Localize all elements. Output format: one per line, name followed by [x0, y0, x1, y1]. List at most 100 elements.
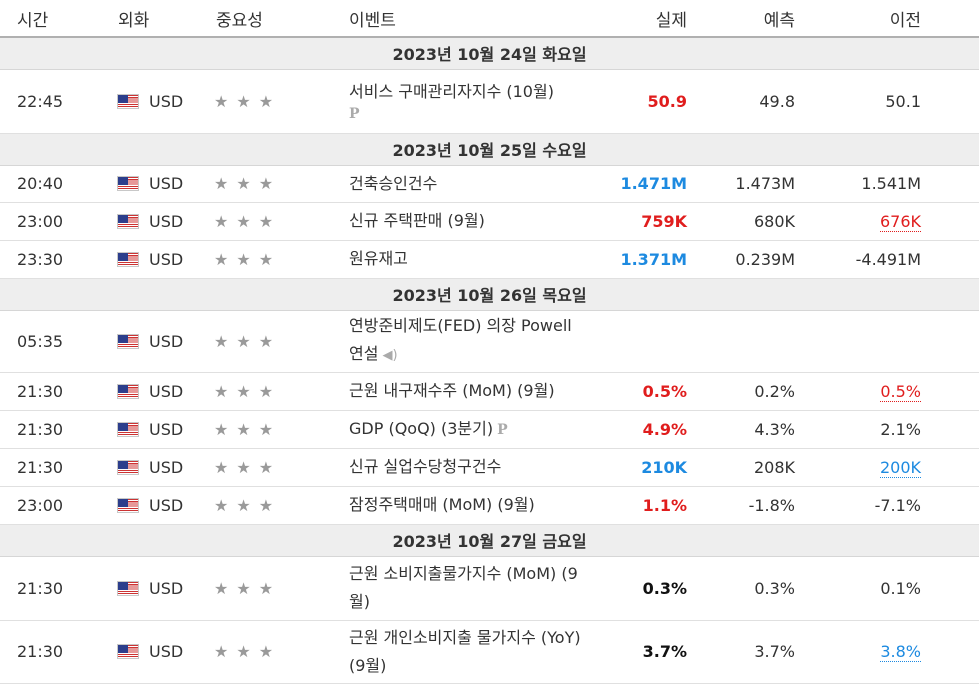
previous-value: 200K: [795, 448, 921, 487]
event-name-text[interactable]: 신규 실업수당청구건수: [349, 457, 502, 476]
row-spacer: [921, 240, 979, 279]
forecast-value: -1.8%: [695, 486, 795, 525]
event-name-text[interactable]: 서비스 구매관리자지수 (10월): [349, 82, 554, 101]
event-name-text[interactable]: 근원 개인소비지출 물가지수 (YoY) (9월): [349, 627, 581, 675]
importance-stars-icon: ★★★: [200, 202, 333, 241]
event-name[interactable]: GDP (QoQ) (3분기) 𝐏: [333, 410, 595, 449]
header-time: 시간: [0, 0, 100, 38]
event-row[interactable]: 21:30 USD ★★★ 근원 개인소비지출 물가지수 (YoY) (9월) 3.7%…: [0, 620, 979, 684]
header-currency: 외화: [100, 0, 200, 38]
event-row[interactable]: 20:40 USD ★★★ 건축승인건수 1.471M 1.473M 1.541M: [0, 165, 979, 203]
forecast-value: 680K: [695, 202, 795, 241]
event-time: 21:30: [0, 372, 100, 411]
event-name-text[interactable]: 근원 내구재수주 (MoM) (9월): [349, 381, 555, 400]
us-flag-icon: [117, 580, 139, 596]
event-name-text[interactable]: 연방준비제도(FED) 의장 Powell 연설: [349, 316, 572, 363]
currency-code: USD: [149, 419, 184, 439]
event-name[interactable]: 신규 실업수당청구건수: [333, 448, 595, 487]
actual-value-text: 50.9: [647, 91, 687, 111]
day-header-row: 2023년 10월 25일 수요일: [0, 133, 979, 166]
actual-value: 1.371M: [595, 240, 695, 279]
event-time: 21:30: [0, 620, 100, 684]
actual-value-text: 1.471M: [620, 174, 687, 193]
row-spacer: [921, 310, 979, 373]
event-row[interactable]: 23:30 USD ★★★ 원유재고 1.371M 0.239M -4.491M: [0, 240, 979, 279]
forecast-value: 4.3%: [695, 410, 795, 449]
event-time: 23:00: [0, 486, 100, 525]
event-name[interactable]: 근원 내구재수주 (MoM) (9월): [333, 372, 595, 411]
forecast-value: 0.2%: [695, 372, 795, 411]
importance-stars-icon: ★★★: [200, 69, 333, 134]
row-spacer: [921, 486, 979, 525]
event-name-text[interactable]: 잠정주택매매 (MoM) (9월): [349, 495, 535, 514]
event-time: 23:00: [0, 202, 100, 241]
currency-code: USD: [149, 642, 184, 661]
actual-value-text: 0.5%: [642, 381, 687, 401]
table-header: 시간 외화 중요성 이벤트 실제 예측 이전: [0, 0, 979, 38]
event-time: 20:40: [0, 165, 100, 203]
forecast-value: [695, 310, 795, 373]
header-importance: 중요성: [200, 0, 333, 38]
event-name-text[interactable]: GDP (QoQ) (3분기): [349, 418, 494, 438]
speaker-icon: ◀): [382, 348, 398, 363]
event-name[interactable]: 근원 소비지출물가지수 (MoM) (9월): [333, 556, 595, 621]
event-name[interactable]: 신규 주택판매 (9월): [333, 202, 595, 241]
currency-code: USD: [149, 249, 184, 269]
event-row[interactable]: 05:35 USD ★★★ 연방준비제도(FED) 의장 Powell 연설 ◀): [0, 310, 979, 373]
event-name-text[interactable]: 신규 주택판매 (9월): [349, 211, 485, 230]
previous-value-text[interactable]: 676K: [879, 211, 921, 232]
event-row[interactable]: 22:45 USD ★★★ 서비스 구매관리자지수 (10월) 𝐏 50.9 49.8 50.…: [0, 69, 979, 134]
event-row[interactable]: 23:00 USD ★★★ 신규 주택판매 (9월) 759K 680K 676K: [0, 202, 979, 241]
event-name[interactable]: 원유재고: [333, 240, 595, 279]
previous-value-text[interactable]: 0.5%: [880, 381, 921, 402]
previous-value: 676K: [795, 202, 921, 241]
event-currency: USD: [100, 556, 200, 621]
importance-stars-icon: ★★★: [200, 310, 333, 373]
actual-value-text: 4.9%: [642, 419, 687, 439]
calendar-body: 2023년 10월 24일 화요일 22:45 USD ★★★ 서비스 구매관리자지수 …: [0, 37, 979, 684]
day-label: 2023년 10월 27일 금요일: [0, 524, 979, 557]
actual-value-text: 1.1%: [642, 495, 687, 515]
event-row[interactable]: 21:30 USD ★★★ GDP (QoQ) (3분기) 𝐏 4.9% 4.3% 2.1%: [0, 410, 979, 449]
event-row[interactable]: 21:30 USD ★★★ 근원 소비지출물가지수 (MoM) (9월) 0.3% 0.3…: [0, 556, 979, 621]
forecast-value: 208K: [695, 448, 795, 487]
day-label: 2023년 10월 26일 목요일: [0, 278, 979, 311]
event-name[interactable]: 잠정주택매매 (MoM) (9월): [333, 486, 595, 525]
event-currency: USD: [100, 202, 200, 241]
event-name-text[interactable]: 건축승인건수: [349, 173, 438, 193]
day-header-row: 2023년 10월 26일 목요일: [0, 278, 979, 311]
event-time: 05:35: [0, 310, 100, 373]
event-name[interactable]: 건축승인건수: [333, 165, 595, 203]
importance-stars-icon: ★★★: [200, 372, 333, 411]
actual-value: 50.9: [595, 69, 695, 134]
previous-value-text: -7.1%: [874, 495, 921, 515]
currency-code: USD: [149, 174, 184, 193]
us-flag-icon: [117, 459, 139, 475]
previous-value: 3.8%: [795, 620, 921, 684]
previous-value-text[interactable]: 200K: [879, 457, 921, 478]
previous-value-text[interactable]: 3.8%: [880, 642, 921, 662]
event-row[interactable]: 23:00 USD ★★★ 잠정주택매매 (MoM) (9월) 1.1% -1.8% -7.…: [0, 486, 979, 525]
currency-code: USD: [149, 495, 184, 515]
us-flag-icon: [117, 333, 139, 349]
actual-value: [595, 310, 695, 373]
previous-value: 50.1: [795, 69, 921, 134]
event-row[interactable]: 21:30 USD ★★★ 근원 내구재수주 (MoM) (9월) 0.5% 0.2% 0.…: [0, 372, 979, 411]
event-name[interactable]: 서비스 구매관리자지수 (10월) 𝐏: [333, 69, 595, 134]
event-currency: USD: [100, 165, 200, 203]
event-name[interactable]: 근원 개인소비지출 물가지수 (YoY) (9월): [333, 620, 595, 684]
header-spacer: [921, 0, 979, 38]
event-name-text[interactable]: 원유재고: [349, 249, 408, 268]
header-event: 이벤트: [333, 0, 595, 38]
actual-value-text: 759K: [641, 211, 687, 231]
day-label: 2023년 10월 24일 화요일: [0, 37, 979, 70]
currency-code: USD: [149, 381, 184, 401]
event-name[interactable]: 연방준비제도(FED) 의장 Powell 연설 ◀): [333, 310, 595, 373]
event-row[interactable]: 21:30 USD ★★★ 신규 실업수당청구건수 210K 208K 200K: [0, 448, 979, 487]
forecast-value: 0.239M: [695, 240, 795, 279]
event-name-text[interactable]: 근원 소비지출물가지수 (MoM) (9월): [349, 564, 578, 611]
actual-value-text: 210K: [641, 457, 687, 477]
actual-value: 0.3%: [595, 556, 695, 621]
actual-value: 210K: [595, 448, 695, 487]
us-flag-icon: [117, 213, 139, 229]
